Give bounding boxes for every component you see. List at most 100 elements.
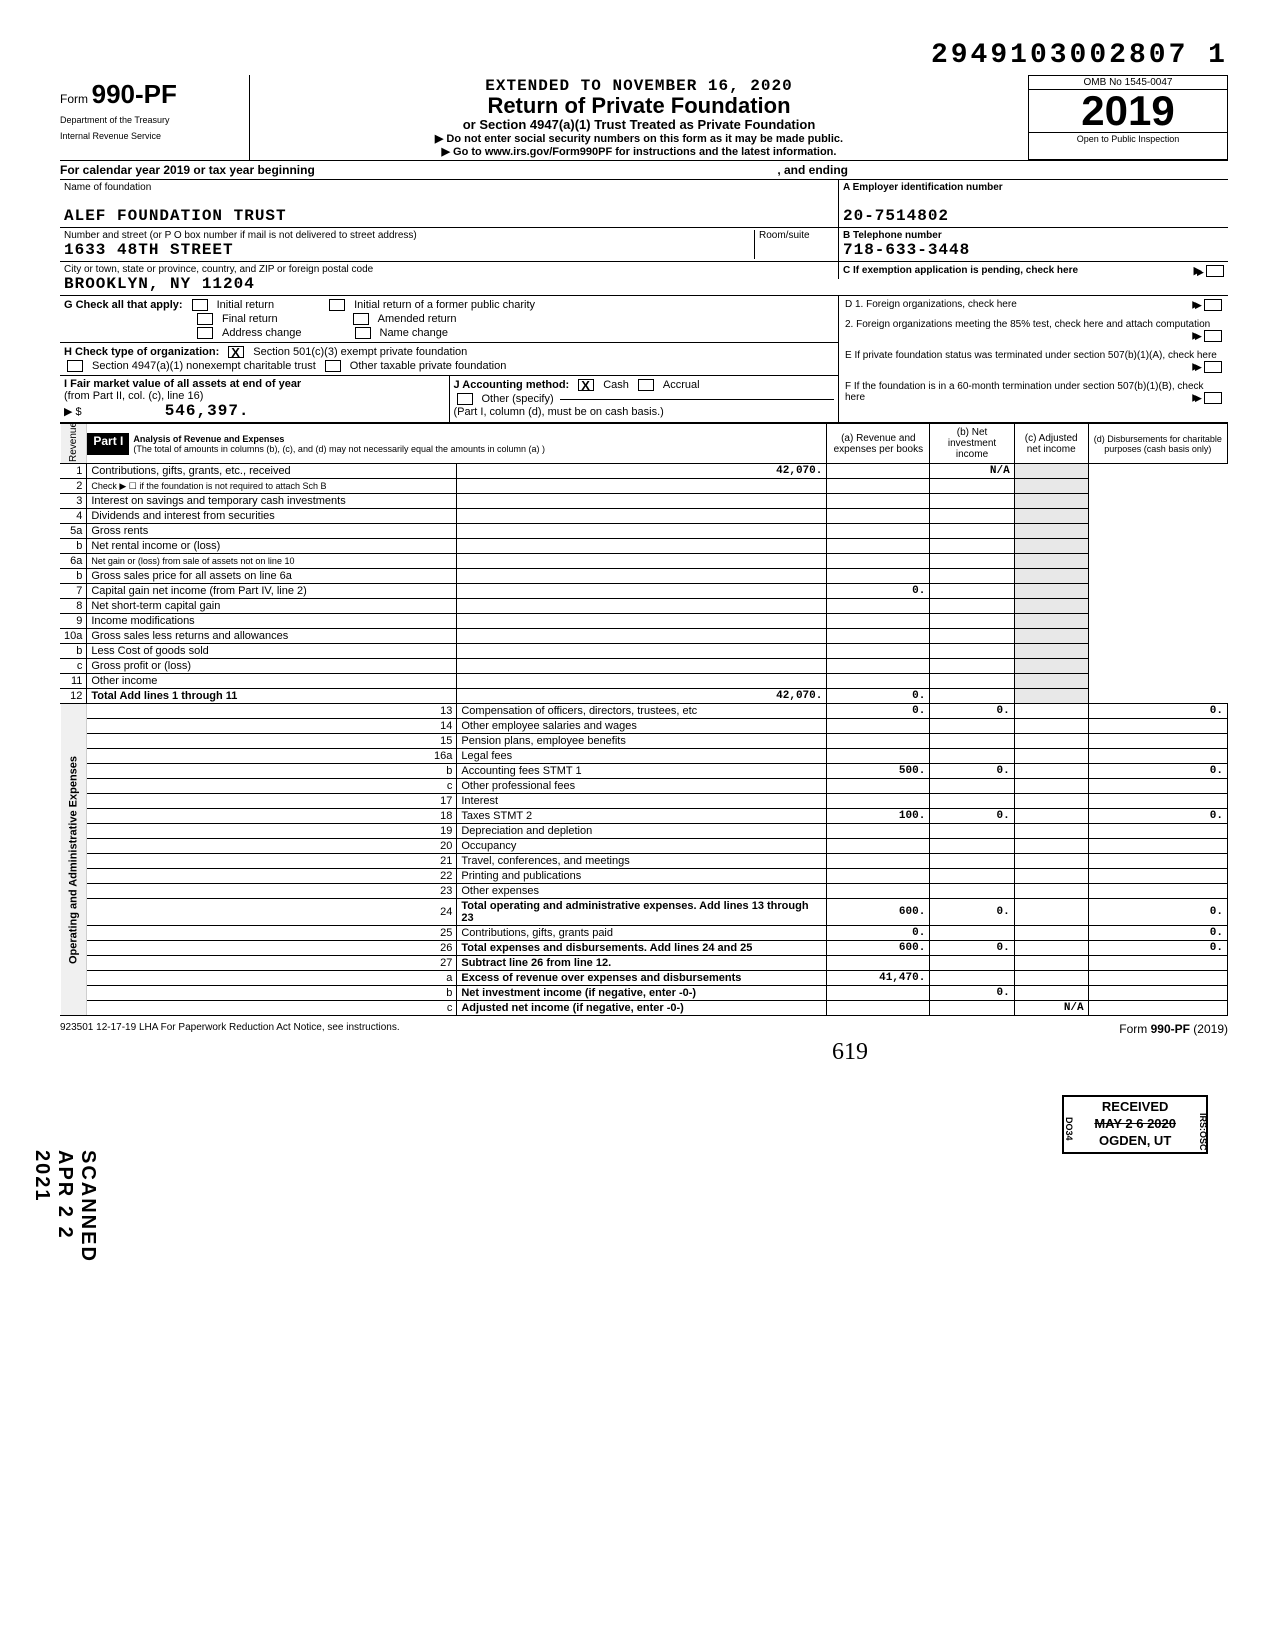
col-c-value — [930, 659, 1014, 674]
line-description: Net gain or (loss) from sale of assets n… — [87, 554, 457, 569]
line-number: 13 — [87, 704, 457, 719]
col-a-value: 500. — [827, 764, 930, 779]
line-number: 12 — [60, 689, 87, 704]
col-a-value — [827, 794, 930, 809]
line-number: c — [60, 659, 87, 674]
col-a-value — [457, 644, 827, 659]
col-a-value: 42,070. — [457, 464, 827, 479]
col-d-value — [1088, 719, 1227, 734]
checkbox-initial-former[interactable] — [329, 299, 345, 311]
line-description: Income modifications — [87, 614, 457, 629]
table-row: Operating and Administrative Expenses 13… — [60, 704, 1228, 719]
form-id-box: Form 990-PF Department of the Treasury I… — [60, 75, 250, 160]
table-row: c Other professional fees — [60, 779, 1228, 794]
col-a-value — [827, 884, 930, 899]
line-description: Excess of revenue over expenses and disb… — [457, 971, 827, 986]
received-stamp: RECEIVED MAY 2 6 2020 OGDEN, UT DO34 IRS… — [1062, 1095, 1208, 1154]
page-footer: 923501 12-17-19 LHA For Paperwork Reduct… — [60, 1022, 1228, 1036]
col-d-value — [1014, 494, 1088, 509]
line-description: Legal fees — [457, 749, 827, 764]
col-b-value — [930, 884, 1014, 899]
checkbox-4947a1[interactable] — [67, 360, 83, 372]
checkbox-f[interactable] — [1204, 392, 1222, 404]
col-c-value: N/A — [930, 464, 1014, 479]
col-a-value — [457, 584, 827, 599]
checkbox-final-return[interactable] — [197, 313, 213, 325]
col-c-value — [1014, 869, 1088, 884]
title-column: EXTENDED TO NOVEMBER 16, 2020 Return of … — [250, 75, 1028, 160]
table-row: 9 Income modifications — [60, 614, 1228, 629]
section-i-j: I Fair market value of all assets at end… — [60, 376, 838, 422]
col-a-value — [827, 869, 930, 884]
line-number: 15 — [87, 734, 457, 749]
line-description: Gross rents — [87, 524, 457, 539]
table-row: c Adjusted net income (if negative, ente… — [60, 1001, 1228, 1016]
col-c-value — [930, 554, 1014, 569]
col-a-value — [457, 659, 827, 674]
col-a-value: 41,470. — [827, 971, 930, 986]
checkbox-name-change[interactable] — [355, 327, 371, 339]
section-h: H Check type of organization: Section 50… — [60, 343, 838, 376]
col-b-value — [827, 464, 930, 479]
col-a-value: 0. — [827, 704, 930, 719]
line-number: b — [60, 569, 87, 584]
checkbox-initial-return[interactable] — [192, 299, 208, 311]
checkbox-cash[interactable] — [578, 379, 594, 391]
checkbox-other-method[interactable] — [457, 393, 473, 405]
checkbox-amended[interactable] — [353, 313, 369, 325]
checkbox-501c3[interactable] — [228, 346, 244, 358]
tax-year: 2019 — [1029, 90, 1227, 132]
col-c-value — [930, 524, 1014, 539]
line-description: Compensation of officers, directors, tru… — [457, 704, 827, 719]
checkbox-d1[interactable] — [1204, 299, 1222, 311]
table-row: 5a Gross rents — [60, 524, 1228, 539]
table-row: b Gross sales price for all assets on li… — [60, 569, 1228, 584]
col-a-value — [457, 539, 827, 554]
instruction-1: Do not enter social security numbers on … — [258, 132, 1020, 145]
col-b-value — [827, 494, 930, 509]
line-number: b — [60, 644, 87, 659]
line-number: c — [87, 779, 457, 794]
table-row: b Less Cost of goods sold — [60, 644, 1228, 659]
col-c-value — [1014, 941, 1088, 956]
checkbox-d2[interactable] — [1204, 330, 1222, 342]
col-a-value: 600. — [827, 899, 930, 926]
col-b-value — [930, 824, 1014, 839]
col-b-value — [827, 674, 930, 689]
line-description: Gross profit or (loss) — [87, 659, 457, 674]
form-subtitle: or Section 4947(a)(1) Trust Treated as P… — [258, 117, 1020, 132]
line-description: Interest on savings and temporary cash i… — [87, 494, 457, 509]
col-d-value: 0. — [1088, 809, 1227, 824]
line-number: 18 — [87, 809, 457, 824]
col-a-header: (a) Revenue and expenses per books — [827, 424, 930, 464]
col-d-value: 0. — [1088, 899, 1227, 926]
part-1-label: Part I — [87, 433, 129, 455]
table-row: 21 Travel, conferences, and meetings — [60, 854, 1228, 869]
col-b-value — [827, 509, 930, 524]
table-row: 17 Interest — [60, 794, 1228, 809]
street-address: 1633 48TH STREET — [64, 241, 754, 259]
col-d-value — [1088, 839, 1227, 854]
col-c-value — [930, 584, 1014, 599]
checkbox-c[interactable] — [1206, 265, 1224, 277]
line-number: 22 — [87, 869, 457, 884]
footer-right: Form 990-PF (2019) — [1119, 1022, 1228, 1036]
line-number: 17 — [87, 794, 457, 809]
line-description: Net short-term capital gain — [87, 599, 457, 614]
col-a-value — [827, 749, 930, 764]
col-b-value: 0. — [930, 941, 1014, 956]
col-d-value — [1088, 794, 1227, 809]
table-row: 6a Net gain or (loss) from sale of asset… — [60, 554, 1228, 569]
col-d-value — [1014, 584, 1088, 599]
line-description: Accounting fees STMT 1 — [457, 764, 827, 779]
table-row: b Accounting fees STMT 1 500. 0. 0. — [60, 764, 1228, 779]
checkbox-e[interactable] — [1204, 361, 1222, 373]
checkbox-address-change[interactable] — [197, 327, 213, 339]
checkbox-other-taxable[interactable] — [325, 360, 341, 372]
col-c-value — [1014, 971, 1088, 986]
phone-cell: B Telephone number 718-633-3448 — [838, 228, 1228, 262]
col-c-value — [930, 539, 1014, 554]
line-description: Capital gain net income (from Part IV, l… — [87, 584, 457, 599]
checkbox-accrual[interactable] — [638, 379, 654, 391]
instruction-2: Go to www.irs.gov/Form990PF for instruct… — [258, 145, 1020, 158]
